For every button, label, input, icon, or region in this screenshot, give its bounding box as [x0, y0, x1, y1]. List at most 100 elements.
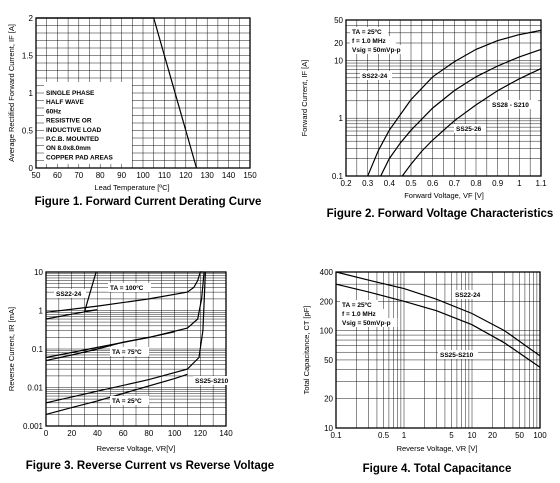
note-bg	[350, 27, 389, 36]
x-axis-label: Lead Temperature [ºC]	[94, 183, 169, 192]
note-bg	[340, 318, 398, 327]
y-tick-label: 1	[39, 307, 44, 316]
series-label-bg	[453, 290, 485, 299]
chart-note: TA = 25ºC	[352, 29, 382, 36]
chart-note: TA = 25ºC	[342, 302, 372, 309]
grid-1	[35, 17, 251, 169]
x-tick-label: 90	[117, 171, 126, 180]
y-tick-label: 10	[334, 56, 343, 65]
chart-3: 0 20 40 60 80 100 120 140 0.001 0.01 0.1 1 10 Reverse…	[7, 268, 274, 472]
y-tick-label: 20	[334, 39, 343, 48]
temp-label: TA = 100ºC	[110, 285, 144, 292]
note-bg	[44, 115, 94, 125]
x-tick-label: 50	[32, 171, 41, 180]
x-tick-label: 0.4	[384, 179, 396, 188]
series-line	[45, 271, 98, 320]
x-tick-label: 1.1	[535, 179, 547, 188]
x-tick-label: 100	[533, 431, 547, 440]
x-tick-label: 140	[222, 171, 236, 180]
note-bg	[350, 36, 396, 45]
x-tick-label: 80	[144, 429, 153, 438]
x-tick-label: 0.8	[470, 179, 482, 188]
x-tick-label: 0.1	[330, 431, 342, 440]
y-tick-label: 1	[29, 89, 34, 98]
series-label: SS28 - S210	[492, 102, 529, 109]
plot-frame	[45, 271, 227, 427]
y-tick-label: 0.1	[332, 172, 344, 181]
series-line	[45, 271, 205, 359]
series-line	[45, 373, 188, 415]
x-tick-label: 0.3	[362, 179, 374, 188]
y-tick-label: 0.01	[27, 384, 43, 393]
note-bg	[340, 309, 386, 318]
note-bg	[350, 45, 408, 54]
chart-caption: Figure 3. Reverse Current vs Reverse Vol…	[26, 460, 274, 472]
note-bg	[44, 88, 94, 98]
temp-label-bg	[108, 283, 151, 292]
x-tick-label: 140	[219, 429, 233, 438]
chart-note: Vsig = 50mVp-p	[342, 320, 391, 327]
x-tick-label: 70	[74, 171, 83, 180]
x-tick-label: 80	[96, 171, 105, 180]
y-axis-label: Average Rectified Forward Current, IF [A…	[7, 24, 16, 162]
y-tick-label: 20	[324, 395, 333, 404]
y-tick-label: 50	[334, 16, 343, 25]
x-tick-label: 40	[93, 429, 102, 438]
series-label-bg	[54, 289, 86, 298]
y-tick-label: 50	[324, 356, 333, 365]
chart-note: HALF WAVE	[46, 99, 84, 106]
x-tick-label: 0.5	[405, 179, 417, 188]
y-axis-label: Forward Current, IF [A]	[300, 60, 309, 137]
note-bg	[340, 300, 379, 309]
y-tick-label: 400	[320, 268, 334, 277]
x-tick-label: 100	[136, 171, 150, 180]
x-axis-label: Reverse Voltage, VR[V]	[97, 444, 176, 453]
chart-note: COPPER PAD AREAS	[46, 154, 113, 161]
series-line	[335, 283, 541, 368]
series-label: SS25-S210	[440, 352, 474, 359]
x-tick-label: 20	[67, 429, 76, 438]
series-label-bg	[454, 124, 486, 133]
x-tick-label: 120	[194, 429, 208, 438]
series-label: SS25-S210	[195, 378, 229, 385]
x-axis-label: Forward Voltage, VF [V]	[404, 191, 484, 200]
x-tick-label: 150	[243, 171, 257, 180]
series-line	[380, 48, 542, 177]
x-tick-label: 120	[179, 171, 193, 180]
series-label: SS22-24	[455, 292, 481, 299]
note-bg	[44, 97, 83, 107]
chart-caption: Figure 2. Forward Voltage Characteristic…	[327, 208, 554, 220]
y-tick-label: 0.001	[23, 422, 44, 431]
chart-4: 0.1 0.5 1 5 10 20 50 100 10 20 50 100 200 400 Reverse …	[302, 268, 547, 475]
note-bg	[44, 124, 102, 134]
chart-1: 50 60 70 80 90 100 110 120 130 140 150 0 0.5 1 1.5 2 Lea…	[7, 14, 261, 208]
y-tick-label: 1.5	[22, 52, 34, 61]
x-tick-label: 0.6	[427, 179, 439, 188]
y-axis-label: Reverse Current, IR [mA]	[7, 307, 16, 391]
note-bg	[44, 152, 109, 162]
chart-note: SINGLE PHASE	[46, 90, 95, 97]
chart-note: 60Hz	[46, 108, 62, 115]
chart-note: RESISTIVE OR	[46, 118, 92, 125]
note-bg	[44, 106, 64, 116]
series-line	[45, 271, 203, 313]
temp-label-bg	[110, 396, 150, 405]
series-label-bg	[193, 376, 233, 385]
series-line	[367, 29, 542, 177]
x-tick-label: 1	[402, 431, 407, 440]
series-line	[45, 271, 206, 404]
y-tick-label: 0.5	[22, 127, 34, 136]
series-line	[36, 17, 198, 169]
series-label: SS25-26	[456, 126, 482, 133]
chart-note: INDUCTIVE LOAD	[46, 127, 102, 134]
temp-label: TA = 25ºC	[112, 398, 142, 405]
chart-caption: Figure 4. Total Capacitance	[363, 463, 512, 475]
series-line	[401, 68, 542, 177]
series-label-bg	[490, 100, 538, 109]
y-tick-label: 1	[339, 114, 344, 123]
x-tick-label: 60	[53, 171, 62, 180]
x-tick-label: 1	[517, 179, 522, 188]
x-tick-label: 0.2	[340, 179, 352, 188]
y-tick-label: 200	[320, 297, 334, 306]
chart-note: ON 8.0x8.0mm	[46, 145, 91, 152]
